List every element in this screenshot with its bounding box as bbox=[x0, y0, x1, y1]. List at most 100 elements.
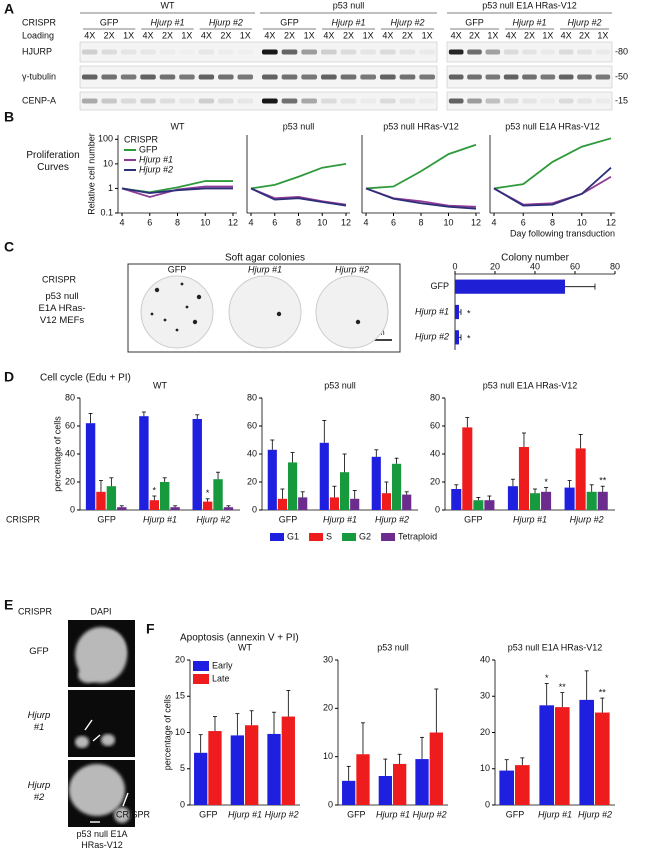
chart-title: WT bbox=[238, 642, 252, 652]
x-tick-label: 4 bbox=[119, 217, 124, 227]
blot-band bbox=[503, 74, 519, 80]
dose-label: 4X bbox=[323, 30, 334, 40]
y-tick-label: 80 bbox=[65, 392, 75, 402]
bar bbox=[245, 725, 259, 805]
panel-label: D bbox=[4, 369, 14, 385]
dose-label: 1X bbox=[487, 30, 498, 40]
bar bbox=[194, 752, 208, 805]
blot-band bbox=[419, 74, 436, 80]
agar-well bbox=[315, 275, 389, 349]
nucleus bbox=[78, 667, 98, 683]
legend-swatch bbox=[193, 661, 209, 671]
blot-band bbox=[540, 49, 556, 55]
blot-band bbox=[595, 49, 611, 55]
panel-label: A bbox=[4, 1, 14, 17]
blot-band bbox=[101, 49, 117, 55]
blot-band bbox=[179, 74, 195, 80]
chart-title: Colony number bbox=[501, 253, 569, 264]
bar bbox=[555, 707, 570, 805]
y-tick-label: 80 bbox=[430, 392, 440, 402]
x-tick-label: Hjurp #2 bbox=[413, 809, 447, 819]
colony bbox=[196, 294, 202, 300]
x-tick-label: 6 bbox=[391, 217, 396, 227]
x-tick-label: GFP bbox=[464, 514, 483, 524]
bar bbox=[530, 493, 541, 510]
y-tick-label: 20 bbox=[175, 654, 185, 664]
x-tick-label: Hjurp #1 bbox=[513, 514, 547, 524]
blot-band bbox=[101, 74, 117, 80]
blot-band bbox=[261, 49, 278, 55]
stain-label: DAPI bbox=[90, 606, 111, 616]
significance-label: * bbox=[544, 477, 548, 487]
dose-label: 2X bbox=[469, 30, 480, 40]
bar bbox=[96, 491, 106, 510]
soft-agar-title: Soft agar colonies bbox=[225, 253, 305, 264]
soft-agar-frame bbox=[127, 263, 401, 353]
guide-label: Hjurp #1 bbox=[150, 17, 184, 27]
bar bbox=[281, 716, 295, 805]
mw-marker: -15 bbox=[615, 95, 628, 105]
dose-label: 2X bbox=[162, 30, 173, 40]
x-tick-label: 12 bbox=[228, 217, 238, 227]
y-tick-label: 100 bbox=[98, 134, 113, 144]
condition-label: GFP bbox=[29, 646, 49, 657]
dose-label: 2X bbox=[343, 30, 354, 40]
bar bbox=[117, 507, 127, 510]
bar bbox=[192, 419, 202, 510]
x-tick-label: Hjurp #2 bbox=[375, 514, 409, 524]
x-tick-label: 8 bbox=[296, 217, 301, 227]
crispr-label: CRISPR bbox=[22, 17, 57, 27]
bar bbox=[462, 427, 473, 510]
line-series bbox=[493, 175, 612, 206]
dose-label: 2X bbox=[104, 30, 115, 40]
chart-title: p53 null E1A HRas-V12 bbox=[483, 380, 578, 390]
blot-band bbox=[261, 98, 278, 104]
x-tick-label: Hjurp #2 bbox=[578, 809, 612, 819]
crispr-label: CRISPR bbox=[18, 606, 53, 616]
bar bbox=[484, 500, 495, 510]
x-tick-label: Hjurp #1 bbox=[538, 809, 572, 819]
dose-label: 4X bbox=[506, 30, 517, 40]
x-tick-label: 80 bbox=[610, 261, 620, 271]
y-tick-label: 40 bbox=[65, 448, 75, 458]
dose-label: 2X bbox=[579, 30, 590, 40]
blot-band bbox=[198, 49, 215, 55]
x-axis-label: CRISPR bbox=[6, 514, 41, 524]
bar bbox=[340, 472, 350, 510]
bar bbox=[106, 486, 117, 510]
bar bbox=[451, 489, 462, 510]
bar bbox=[213, 479, 223, 510]
bar bbox=[595, 712, 610, 805]
group-label: WT bbox=[161, 0, 175, 10]
colony bbox=[154, 287, 160, 293]
x-tick-label: 40 bbox=[530, 261, 540, 271]
dose-label: 4X bbox=[143, 30, 154, 40]
x-tick-label: 4 bbox=[491, 217, 496, 227]
y-tick-label: 15 bbox=[175, 691, 185, 701]
y-tick-label: 80 bbox=[247, 392, 257, 402]
y-tick-label: 20 bbox=[323, 703, 333, 713]
condition-label: Hjurp #2 bbox=[335, 264, 369, 274]
dose-label: 4X bbox=[451, 30, 462, 40]
blot-band bbox=[419, 49, 436, 55]
legend-swatch bbox=[342, 533, 357, 541]
guide-label: GFP bbox=[280, 17, 299, 27]
blot-band bbox=[340, 74, 357, 80]
panel-label: E bbox=[4, 597, 13, 613]
x-tick-label: 4 bbox=[363, 217, 368, 227]
dose-label: 4X bbox=[561, 30, 572, 40]
blot-band bbox=[261, 74, 278, 80]
bar bbox=[507, 486, 518, 510]
blot-strip bbox=[446, 41, 613, 63]
blot-band bbox=[577, 49, 592, 55]
x-tick-label: 12 bbox=[341, 217, 351, 227]
blot-band bbox=[399, 49, 416, 55]
bar bbox=[223, 507, 234, 510]
category-label: Hjurp #1 bbox=[415, 306, 449, 316]
colony bbox=[175, 328, 179, 332]
dose-label: 1X bbox=[363, 30, 374, 40]
dose-label: 1X bbox=[542, 30, 553, 40]
blot-band bbox=[448, 49, 464, 55]
dose-label: 1X bbox=[240, 30, 251, 40]
x-tick-label: 10 bbox=[317, 217, 327, 227]
